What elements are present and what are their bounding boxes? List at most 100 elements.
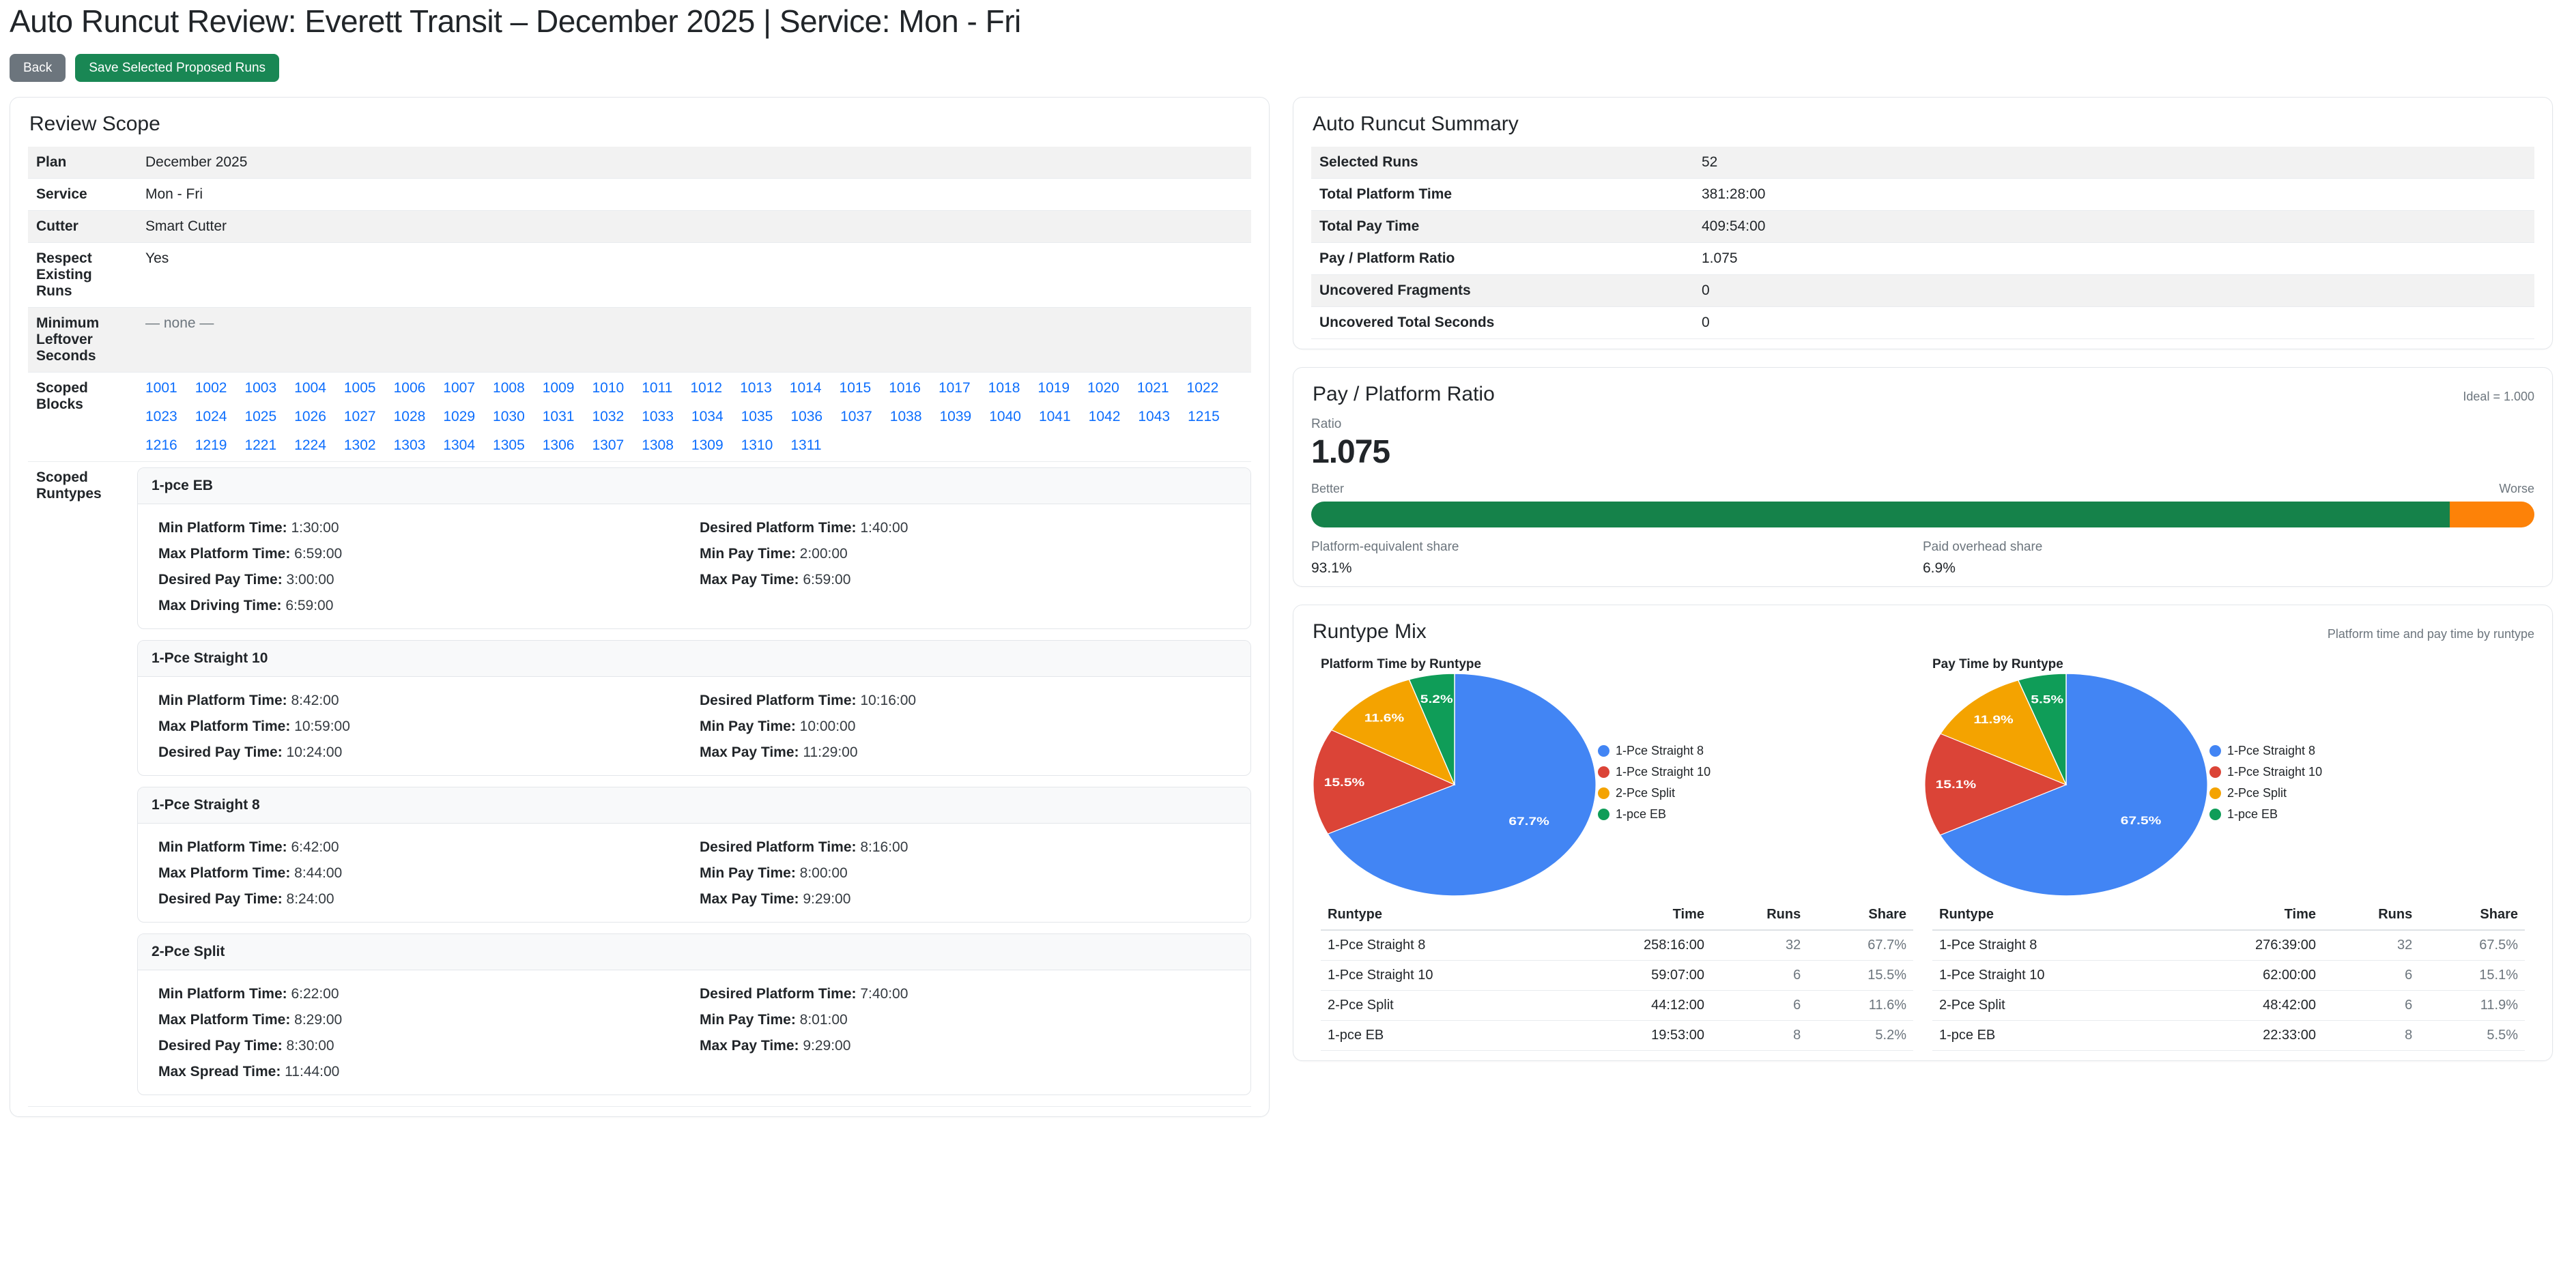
runtype-metric-label: Min Pay Time:	[700, 865, 796, 881]
runtype-metric-label: Min Pay Time:	[700, 545, 796, 562]
scoped-block-link[interactable]: 1019	[1037, 379, 1070, 396]
scoped-block-link[interactable]: 1001	[145, 379, 177, 396]
scoped-block-link[interactable]: 1041	[1038, 408, 1071, 424]
runtype-metric: Desired Pay Time: 10:24:00	[153, 740, 694, 766]
platform-share-label: Platform-equivalent share	[1311, 539, 1459, 554]
scoped-block-link[interactable]: 1002	[195, 379, 227, 396]
scoped-block-link[interactable]: 1038	[889, 408, 922, 424]
scoped-block-link[interactable]: 1008	[493, 379, 525, 396]
scoped-block-link[interactable]: 1023	[145, 408, 177, 424]
scoped-block-link[interactable]: 1040	[989, 408, 1021, 424]
scoped-block-link[interactable]: 1009	[542, 379, 575, 396]
row-value: 0	[1693, 306, 2534, 339]
scoped-block-link[interactable]: 1306	[542, 437, 575, 453]
scoped-block-link[interactable]: 1216	[145, 437, 177, 453]
runtype-col-left: Min Platform Time: 8:42:00 Max Platform T…	[153, 688, 694, 766]
overhead-share: Paid overhead share 6.9%	[1923, 540, 2534, 577]
scoped-block-link[interactable]: 1018	[988, 379, 1020, 396]
right-column: Auto Runcut Summary Selected Runs 52 Total…	[1293, 96, 2553, 1061]
scoped-block-link[interactable]: 1043	[1138, 408, 1171, 424]
row-label: Minimum Leftover Seconds	[28, 307, 137, 373]
scoped-block-link[interactable]: 1007	[443, 379, 476, 396]
pie-slice-label: 11.9%	[1973, 714, 2014, 726]
scoped-block-link[interactable]: 1215	[1188, 408, 1220, 424]
scoped-block-link[interactable]: 1027	[343, 408, 376, 424]
scoped-block-link[interactable]: 1039	[939, 408, 972, 424]
scoped-block-link[interactable]: 1024	[195, 408, 227, 424]
pie-slice	[1327, 673, 1597, 896]
scoped-block-link[interactable]: 1021	[1136, 379, 1169, 396]
table-row: Service Mon - Fri	[28, 178, 1251, 211]
scoped-block-link[interactable]: 1013	[740, 379, 772, 396]
scoped-block-link[interactable]: 1005	[343, 379, 376, 396]
legend-item: 1-pce EB	[1598, 807, 1711, 822]
scoped-block-link[interactable]: 1033	[642, 408, 674, 424]
scoped-block-link[interactable]: 1010	[592, 379, 625, 396]
scoped-block-link[interactable]: 1032	[592, 408, 625, 424]
overhead-share-value: 6.9%	[1923, 560, 1956, 576]
runtype-metric-label: Min Platform Time:	[158, 839, 287, 855]
scoped-block-link[interactable]: 1015	[839, 379, 872, 396]
scoped-block-link[interactable]: 1017	[938, 379, 971, 396]
pie-slice	[1940, 679, 2067, 785]
scoped-block-link[interactable]: 1302	[343, 437, 376, 453]
scoped-block-link[interactable]: 1031	[542, 408, 575, 424]
legend-swatch-icon	[2209, 744, 2221, 757]
scoped-block-link[interactable]: 1014	[789, 379, 822, 396]
scoped-block-link[interactable]: 1036	[790, 408, 823, 424]
scoped-block-link[interactable]: 1221	[244, 437, 277, 453]
legend-swatch-icon	[1598, 787, 1609, 799]
scoped-block-link[interactable]: 1016	[889, 379, 921, 396]
scoped-block-link[interactable]: 1006	[393, 379, 426, 396]
table-row: 2-Pce Split 48:42:00 6 11.9%	[1932, 990, 2525, 1021]
scoped-block-link[interactable]: 1028	[393, 408, 426, 424]
share-cell: 15.5%	[1807, 960, 1913, 991]
runtype-metric-label: Desired Platform Time:	[700, 985, 857, 1002]
scoped-block-link[interactable]: 1026	[294, 408, 326, 424]
scoped-block-link[interactable]: 1011	[642, 379, 673, 396]
scoped-block-link[interactable]: 1029	[443, 408, 476, 424]
scoped-block-link[interactable]: 1003	[244, 379, 277, 396]
runtype-metric-label: Desired Platform Time:	[700, 692, 857, 708]
scoped-block-link[interactable]: 1308	[642, 437, 674, 453]
save-selected-proposed-runs-button[interactable]: Save Selected Proposed Runs	[75, 53, 280, 82]
table-header-row: Runtype Time Runs Share	[1321, 899, 1913, 931]
runs-cell: 8	[2322, 1020, 2420, 1051]
table-row: 1-Pce Straight 10 59:07:00 6 15.5%	[1321, 960, 1913, 991]
scoped-block-link[interactable]: 1310	[741, 437, 773, 453]
scoped-block-link[interactable]: 1219	[195, 437, 227, 453]
scoped-block-link[interactable]: 1022	[1186, 379, 1219, 396]
runtype-card: 1-pce EB Min Platform Time: 1:30:00 Max Pl…	[137, 467, 1251, 629]
runtype-metric-value: 8:00:00	[795, 865, 848, 881]
pie-slice	[1939, 673, 2208, 896]
runtype-col-left: Min Platform Time: 1:30:00 Max Platform T…	[153, 515, 694, 619]
scoped-block-link[interactable]: 1035	[741, 408, 773, 424]
legend-label: 1-Pce Straight 8	[2227, 743, 2316, 757]
runtype-card-title: 2-Pce Split	[138, 933, 1250, 970]
runtype-metric: Min Pay Time: 8:01:00	[694, 1007, 1235, 1033]
scoped-block-link[interactable]: 1224	[294, 437, 326, 453]
scoped-block-link[interactable]: 1004	[294, 379, 326, 396]
scoped-block-link[interactable]: 1309	[691, 437, 724, 453]
scoped-block-link[interactable]: 1012	[690, 379, 723, 396]
scoped-block-link[interactable]: 1305	[493, 437, 525, 453]
runtype-metric: Min Pay Time: 10:00:00	[694, 714, 1235, 740]
scoped-block-link[interactable]: 1042	[1088, 408, 1121, 424]
scoped-block-link[interactable]: 1030	[493, 408, 525, 424]
scoped-block-link[interactable]: 1034	[691, 408, 724, 424]
back-button[interactable]: Back	[10, 53, 66, 82]
scoped-block-link[interactable]: 1303	[393, 437, 426, 453]
scoped-block-link[interactable]: 1307	[592, 437, 625, 453]
scoped-block-link[interactable]: 1025	[244, 408, 277, 424]
table-row: Minimum Leftover Seconds — none —	[28, 307, 1251, 373]
scoped-block-link[interactable]: 1311	[790, 437, 822, 453]
summary-table: Selected Runs 52 Total Platform Time 381:28…	[1311, 146, 2534, 339]
runtype-card: 1-Pce Straight 8 Min Platform Time: 6:42:…	[137, 786, 1251, 923]
row-value: 409:54:00	[1693, 210, 2534, 243]
ratio-sublabel: Ratio	[1311, 416, 1342, 431]
runtype-metric-label: Desired Pay Time:	[158, 1037, 283, 1054]
scoped-block-link[interactable]: 1304	[443, 437, 476, 453]
scoped-block-link[interactable]: 1020	[1087, 379, 1119, 396]
scoped-block-link[interactable]: 1037	[840, 408, 872, 424]
runtype-metric-value: 6:59:00	[290, 545, 343, 562]
